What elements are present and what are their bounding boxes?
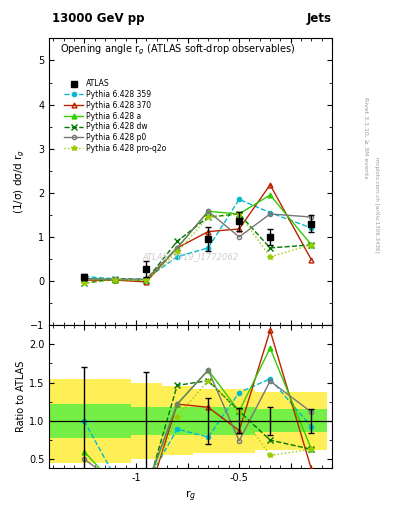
Text: mcplots.cern.ch [arXiv:1306.3436]: mcplots.cern.ch [arXiv:1306.3436] xyxy=(374,157,379,252)
Text: Rivet 3.1.10, ≥ 3M events: Rivet 3.1.10, ≥ 3M events xyxy=(363,97,368,179)
Text: 13000 GeV pp: 13000 GeV pp xyxy=(52,12,144,25)
Text: Opening angle r$_g$ (ATLAS soft-drop observables): Opening angle r$_g$ (ATLAS soft-drop obs… xyxy=(61,42,296,57)
Legend: ATLAS, Pythia 6.428 359, Pythia 6.428 370, Pythia 6.428 a, Pythia 6.428 dw, Pyth: ATLAS, Pythia 6.428 359, Pythia 6.428 37… xyxy=(64,79,167,153)
Text: ATLAS_2019_I1772062: ATLAS_2019_I1772062 xyxy=(143,252,239,261)
Y-axis label: Ratio to ATLAS: Ratio to ATLAS xyxy=(16,361,26,433)
Text: Jets: Jets xyxy=(306,12,331,25)
Y-axis label: (1/σ) dσ/d r$_g$: (1/σ) dσ/d r$_g$ xyxy=(13,149,27,215)
X-axis label: r$_g$: r$_g$ xyxy=(185,489,196,504)
